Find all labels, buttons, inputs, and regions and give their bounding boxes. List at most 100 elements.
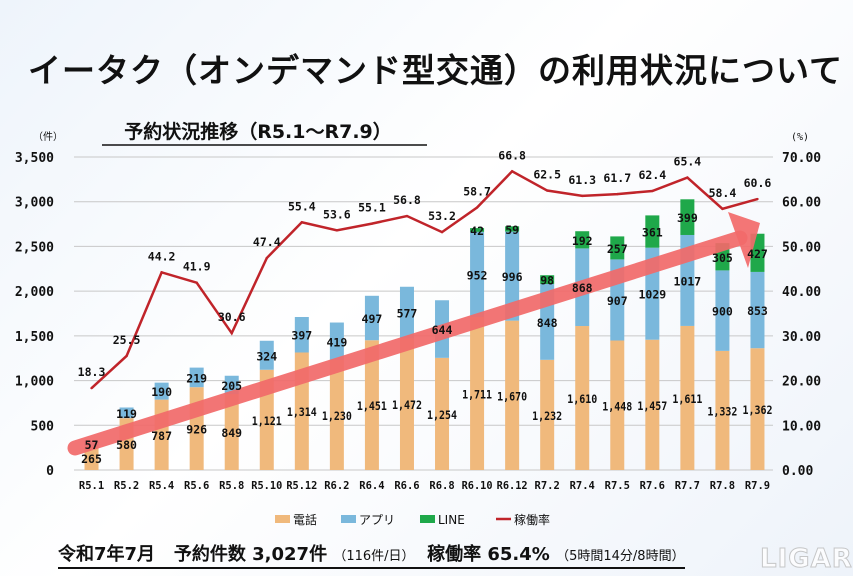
label-app: 497 xyxy=(362,312,383,326)
rate-point xyxy=(756,197,759,201)
x-tick-label: R6.10 xyxy=(462,480,493,492)
bar-app xyxy=(715,270,730,351)
label-phone: 1,670 xyxy=(497,389,527,403)
bar-line xyxy=(610,236,625,260)
trend-arrow-shaft xyxy=(67,230,748,456)
legend-label: 電話 xyxy=(293,512,317,527)
label-app: 900 xyxy=(712,305,733,319)
label-rate: 65.4 xyxy=(674,155,702,169)
label-phone: 1,314 xyxy=(287,405,317,419)
y-left-tick: 2,500 xyxy=(15,240,54,255)
rate-point xyxy=(125,354,128,358)
bar-app xyxy=(224,375,239,395)
y-right-unit: (%) xyxy=(791,132,809,143)
label-app: 57 xyxy=(85,438,99,452)
label-app: 996 xyxy=(502,270,523,284)
watermark-logo: LIGARE xyxy=(760,544,853,575)
label-line: 257 xyxy=(607,242,628,256)
label-line: 305 xyxy=(712,251,733,265)
label-phone: 1,610 xyxy=(567,392,597,406)
label-rate: 61.7 xyxy=(603,171,631,185)
bar-app xyxy=(329,322,344,361)
label-line: 399 xyxy=(677,211,698,225)
summary-rate: 稼働率 65.4% xyxy=(427,544,550,565)
x-tick-label: R7.5 xyxy=(605,480,630,492)
label-app: 397 xyxy=(291,329,312,343)
label-phone: 849 xyxy=(221,426,242,440)
chart-title: 予約状況推移（R5.1～R7.9） xyxy=(124,120,392,143)
x-tick-label: R6.2 xyxy=(324,480,349,492)
rate-point xyxy=(335,229,339,232)
bar-line xyxy=(575,231,590,249)
rate-point xyxy=(581,194,584,198)
label-app: 1029 xyxy=(638,288,666,302)
rate-point xyxy=(230,331,233,335)
x-tick-label: R6.12 xyxy=(497,480,528,492)
label-app: 644 xyxy=(432,323,453,337)
x-tick-label: R7.9 xyxy=(745,480,770,492)
label-phone: 1,362 xyxy=(742,403,772,417)
bar-phone xyxy=(715,350,730,470)
label-app: 952 xyxy=(467,268,488,282)
label-rate: 56.8 xyxy=(393,193,421,207)
label-phone: 580 xyxy=(116,438,137,452)
y-left-tick: 3,500 xyxy=(15,151,54,166)
y-right-tick: 20.00 xyxy=(782,375,821,390)
y-right-tick: 0.00 xyxy=(782,464,813,479)
label-app: 907 xyxy=(607,294,628,308)
bar-phone xyxy=(84,446,99,470)
trend-arrow-head xyxy=(728,212,760,268)
bar-phone xyxy=(224,394,239,470)
label-rate: 66.8 xyxy=(498,148,526,162)
chart: 予約状況推移（R5.1～R7.9） （件） (%) 0 500 1,000 1,500 2,0… xyxy=(15,120,821,527)
label-app: 853 xyxy=(747,304,768,318)
bar-phone xyxy=(364,340,379,470)
y-right-tick: 30.00 xyxy=(782,330,821,345)
label-phone: 265 xyxy=(81,452,102,466)
label-line: 59 xyxy=(505,223,519,237)
rate-point xyxy=(545,189,549,192)
x-tick-label: R7.2 xyxy=(535,480,560,492)
rate-point xyxy=(300,221,304,224)
label-app: 577 xyxy=(397,307,418,321)
legend-label: アプリ xyxy=(359,513,395,527)
label-app: 119 xyxy=(116,407,137,421)
legend-label: LINE xyxy=(438,513,465,527)
label-phone: 1,448 xyxy=(602,399,632,413)
y-left-tick: 3,000 xyxy=(15,196,54,211)
rate-point xyxy=(405,214,409,218)
bar-app xyxy=(119,407,134,419)
x-tick-label: R7.6 xyxy=(640,480,665,492)
page-title: イータク（オンデマンド型交通）の利用状況について xyxy=(28,51,844,90)
label-rate: 62.5 xyxy=(533,168,561,182)
x-tick-label: R6.6 xyxy=(394,480,419,492)
label-phone: 1,230 xyxy=(322,409,352,423)
label-rate: 25.5 xyxy=(113,333,141,347)
x-tick-label: R5.8 xyxy=(219,480,244,492)
label-phone: 1,711 xyxy=(462,387,492,401)
bar-app xyxy=(399,286,414,339)
bar-app xyxy=(154,382,169,400)
bar-phone xyxy=(505,320,520,470)
bar-app xyxy=(750,271,765,349)
label-phone: 1,457 xyxy=(637,399,667,413)
label-app: 190 xyxy=(151,385,172,399)
label-line: 361 xyxy=(642,226,663,240)
rate-point xyxy=(651,189,654,193)
label-phone: 1,254 xyxy=(427,408,457,422)
label-app: 848 xyxy=(537,316,558,330)
y-right-tick: 60.00 xyxy=(782,196,821,211)
x-tick-label: R7.8 xyxy=(710,480,735,492)
bar-phone xyxy=(470,316,485,470)
label-app: 1017 xyxy=(674,274,702,288)
bar-phone xyxy=(540,359,555,470)
bar-phone xyxy=(575,326,590,470)
bar-phone xyxy=(329,360,344,470)
label-rate: 47.4 xyxy=(253,235,281,249)
label-line: 42 xyxy=(470,224,484,238)
x-tick-label: R7.4 xyxy=(570,480,595,492)
label-rate: 58.4 xyxy=(709,186,737,200)
x-tick-label: R5.12 xyxy=(286,480,317,492)
summary-per-day: （116件/日） xyxy=(333,549,415,564)
label-rate: 55.4 xyxy=(288,199,316,213)
